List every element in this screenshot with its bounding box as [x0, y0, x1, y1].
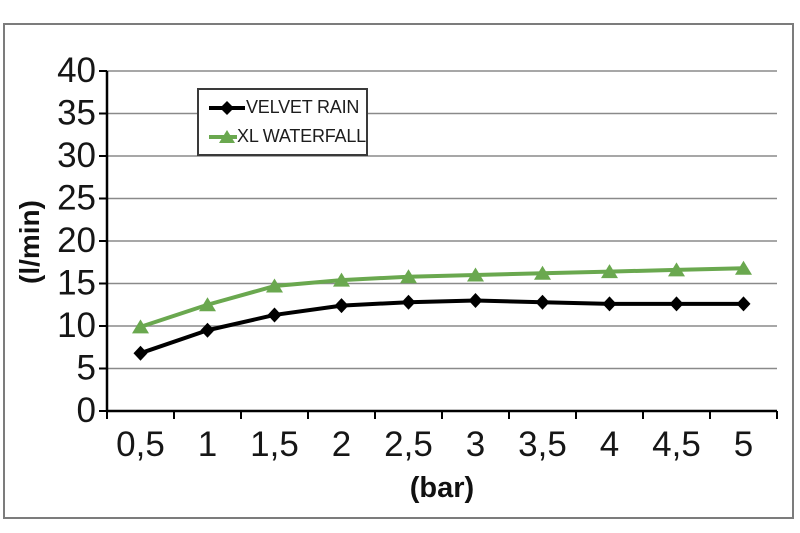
- series-line-velvet-rain: [139, 298, 744, 356]
- y-tick-label: 5: [77, 349, 96, 388]
- x-axis-title: (bar): [409, 472, 475, 504]
- data-point-marker-xl-waterfall: [534, 265, 551, 280]
- data-point-marker-xl-waterfall: [601, 264, 618, 279]
- green-triangle-line-icon: [209, 129, 238, 143]
- legend-label-xl-waterfall: XL WATERFALL: [237, 126, 366, 146]
- y-tick-label: 35: [57, 94, 96, 133]
- chart-legend: VELVET RAIN XL WATERFALL: [197, 88, 368, 156]
- x-tick-label: 1,5: [250, 425, 299, 464]
- x-tick-label: 5: [734, 425, 753, 464]
- legend-item-velvet-rain: VELVET RAIN: [208, 93, 366, 122]
- x-tick-label: 1: [198, 425, 217, 464]
- y-tick-label: 15: [57, 264, 96, 303]
- data-point-marker-xl-waterfall: [735, 260, 752, 275]
- data-point-marker-xl-waterfall: [467, 267, 484, 282]
- x-tick-label: 4: [600, 425, 619, 464]
- data-point-marker-xl-waterfall: [400, 269, 417, 284]
- data-point-marker-velvet-rain: [133, 345, 148, 361]
- data-point-marker-velvet-rain: [200, 322, 215, 338]
- data-point-marker-velvet-rain: [669, 296, 684, 312]
- data-point-marker-velvet-rain: [602, 296, 617, 312]
- x-tick-label: 2,5: [384, 425, 433, 464]
- y-tick-label: 40: [57, 51, 96, 90]
- black-diamond-line-icon: [209, 100, 245, 115]
- y-tick-label: 0: [77, 391, 96, 430]
- y-axis-title: (l/min): [14, 200, 45, 284]
- data-point-marker-velvet-rain: [736, 296, 751, 312]
- data-point-marker-xl-waterfall: [199, 297, 216, 312]
- data-point-marker-velvet-rain: [334, 298, 349, 314]
- data-point-marker-velvet-rain: [401, 294, 416, 310]
- data-point-marker-xl-waterfall: [333, 272, 350, 287]
- data-point-marker-xl-waterfall: [132, 319, 149, 334]
- data-point-marker-xl-waterfall: [668, 262, 685, 277]
- series-line-xl-waterfall: [139, 266, 744, 329]
- data-point-marker-velvet-rain: [267, 307, 282, 323]
- legend-label-velvet-rain: VELVET RAIN: [246, 97, 360, 117]
- y-tick-label: 25: [57, 179, 96, 218]
- data-point-marker-velvet-rain: [468, 293, 483, 308]
- y-tick-label: 30: [57, 136, 96, 175]
- y-tick-label: 20: [57, 221, 96, 260]
- data-point-marker-velvet-rain: [535, 294, 550, 310]
- x-tick-label: 2: [332, 425, 351, 464]
- data-point-marker-xl-waterfall: [266, 278, 283, 293]
- legend-item-xl-waterfall: XL WATERFALL: [208, 122, 366, 151]
- y-tick-label: 10: [57, 306, 96, 345]
- x-tick-label: 3: [466, 425, 485, 464]
- x-tick-label: 0,5: [116, 425, 165, 464]
- x-tick-label: 3,5: [518, 425, 567, 464]
- x-tick-label: 4,5: [652, 425, 701, 464]
